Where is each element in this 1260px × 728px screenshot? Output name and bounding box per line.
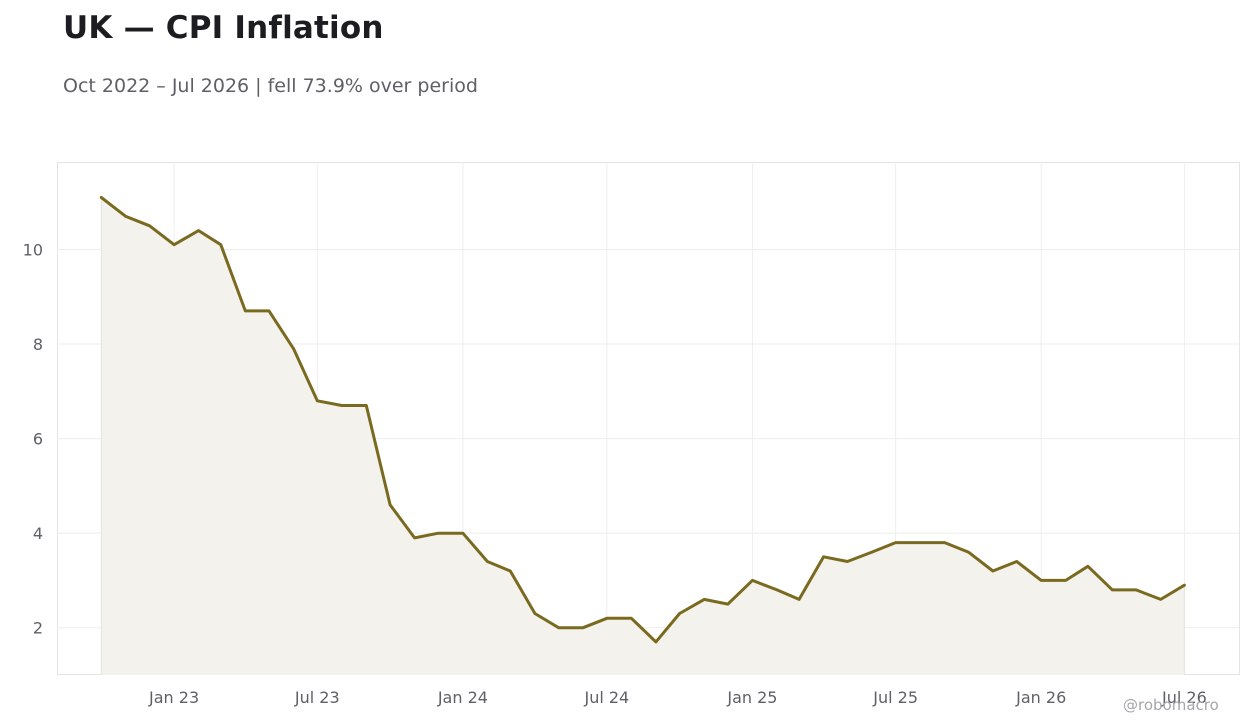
x-tick-label: Jan 25: [726, 688, 777, 707]
y-tick-label: 8: [33, 335, 43, 354]
area-fill: [100, 197, 1185, 675]
x-tick-label: Jan 23: [148, 688, 199, 707]
y-tick-label: 4: [33, 524, 43, 543]
y-tick-label: 6: [33, 430, 43, 449]
watermark-handle: @robomacro: [1123, 696, 1219, 714]
y-axis-ticks: 2 4 6 8 10: [23, 240, 43, 637]
x-tick-label: Jan 24: [437, 688, 488, 707]
y-tick-label: 10: [23, 240, 43, 259]
x-axis-ticks: Jan 23 Jul 23 Jan 24 Jul 24 Jan 25 Jul 25 Jan …: [148, 688, 1207, 707]
x-tick-label: Jan 26: [1015, 688, 1066, 707]
x-tick-label: Jul 24: [583, 688, 629, 707]
chart-subtitle: Oct 2022 – Jul 2026 | fell 73.9% over pe…: [63, 75, 478, 97]
series-line: [99, 196, 1186, 644]
chart-title: UK — CPI Inflation: [63, 10, 384, 46]
x-tick-label: Jul 25: [872, 688, 918, 707]
x-tick-label: Jul 26: [1161, 688, 1207, 707]
x-tick-label: Jul 23: [294, 688, 340, 707]
area-fill-path: [101, 197, 1185, 675]
y-tick-label: 2: [33, 619, 43, 638]
cpi-series-line: [99, 196, 1186, 644]
